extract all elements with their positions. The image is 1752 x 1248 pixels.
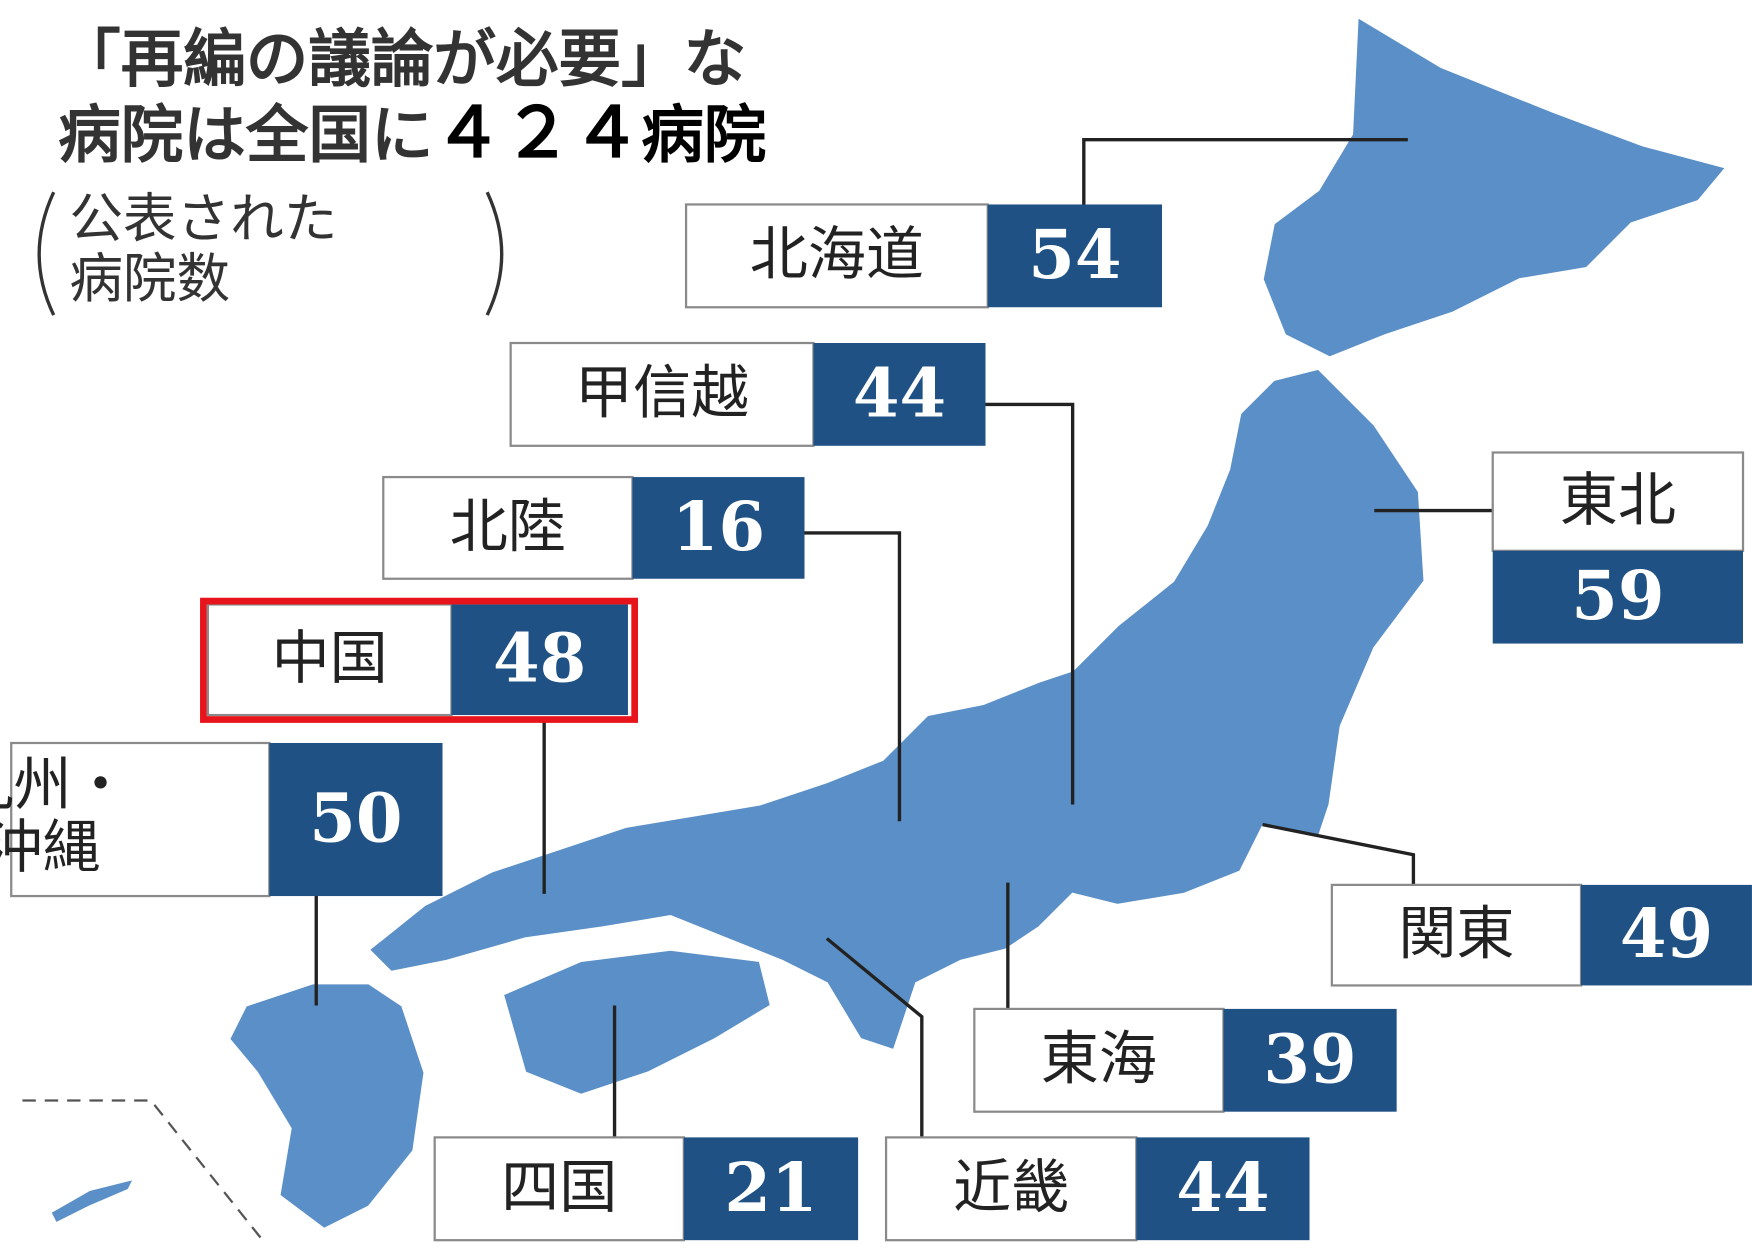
leader-line (1082, 137, 1408, 205)
okinawa (48, 1177, 137, 1225)
region-count-box (269, 742, 443, 897)
honshu (367, 367, 1426, 1052)
title-line1: 「再編の議論が必要」な (58, 22, 746, 95)
region-count: 50 (309, 778, 402, 857)
leader-line (1262, 822, 1416, 885)
title-suffix: 病院 (641, 98, 766, 171)
region-count: 21 (724, 1148, 817, 1227)
region-count-box (1581, 884, 1752, 986)
region-count-box (1492, 550, 1744, 644)
hokkaido (1261, 14, 1729, 359)
region-name: 関東 (1398, 900, 1514, 968)
total: ４２４ (433, 93, 641, 173)
leader-line (985, 402, 1075, 805)
region-count-box (1136, 1137, 1310, 1241)
region-name: 沖縄 (0, 813, 101, 881)
highlight (200, 597, 639, 723)
region-count: 16 (672, 487, 765, 566)
region-name: 甲信越 (575, 359, 749, 427)
region-count: 44 (1176, 1148, 1269, 1227)
region-label-box (684, 203, 989, 309)
japan-map (22, 14, 1729, 1241)
region-label-box (973, 1007, 1225, 1113)
region-label-box (10, 741, 271, 898)
region-label-box (1330, 883, 1583, 987)
paren (37, 191, 56, 316)
region-count: 49 (1620, 894, 1713, 973)
region-name: 北陸 (450, 492, 566, 560)
region-name: 九州・ (0, 750, 130, 818)
kyushu (227, 982, 426, 1231)
region-count-box (987, 204, 1163, 308)
region-label-box (1491, 451, 1745, 552)
region-name: 中国 (272, 624, 388, 692)
region-count: 44 (853, 353, 946, 432)
subtitle-line2: 病院数 (69, 247, 230, 310)
region-boxes: 北海道 54 甲信越 44 北陸 16 中国 48 九州・沖縄 50 東北 59 関東 49 東海 39 四国 2… (0, 203, 1752, 1242)
region-count: 54 (1028, 215, 1121, 294)
region-count-box (813, 343, 986, 446)
region-count: 39 (1263, 1019, 1356, 1098)
region-label-box (509, 341, 815, 447)
region-name: 四国 (501, 1153, 617, 1221)
region-count: 59 (1571, 556, 1664, 635)
region-name: 近畿 (953, 1153, 1069, 1221)
region-count: 48 (493, 619, 586, 698)
paren (485, 191, 504, 316)
title-prefix: 病院は全国に (58, 98, 433, 171)
region-count-box (632, 477, 805, 579)
region-label-box (382, 475, 634, 580)
subtitle-line1: 公表された (69, 187, 337, 250)
region-count-box (1223, 1008, 1397, 1112)
region-name: 北海道 (750, 220, 924, 288)
region-count-box (683, 1137, 859, 1241)
leader-line (825, 937, 924, 1138)
region-name: 東海 (1041, 1025, 1157, 1093)
inset-border (22, 1099, 264, 1241)
leader-line (804, 531, 902, 822)
title-line2: 病院は全国に４２４病院 (58, 93, 766, 173)
leader-lines (314, 137, 1493, 1138)
region-count-box (451, 604, 628, 716)
shikoku (501, 948, 773, 1097)
region-name: 東北 (1560, 466, 1676, 534)
